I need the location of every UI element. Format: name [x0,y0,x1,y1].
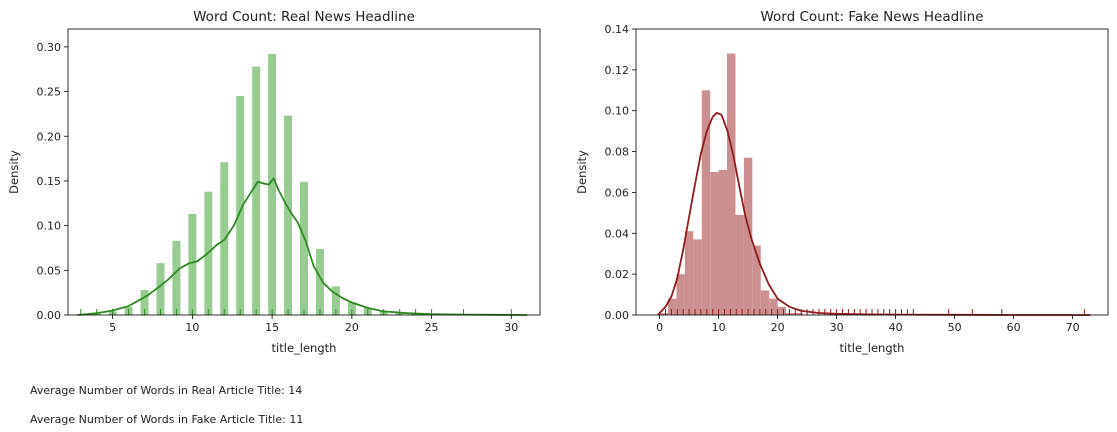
fake-average-note: Average Number of Words in Fake Article … [30,413,304,426]
x-tick-label: 60 [1007,321,1021,334]
x-tick-label: 30 [504,321,518,334]
y-axis-label: Density [575,150,589,194]
histogram-bar [718,169,728,315]
x-axis-label: title_length [840,341,905,355]
histogram-bar [156,263,165,315]
histogram-bar [752,245,761,315]
histogram-bar [794,312,803,315]
x-tick-label: 70 [1066,321,1080,334]
histogram-bar [693,239,702,315]
histogram-bar [668,298,677,315]
y-tick-label: 0.00 [605,309,630,322]
chart-fake: 0 10 20 30 40 50 60 70 0.00 0.02 0.04 0.06 0.08 0.10 0… [575,9,1109,355]
y-axis-label: Density [7,150,21,194]
histogram-bar [331,286,340,315]
x-tick-label: 20 [345,321,359,334]
y-tick-label: 0.12 [605,64,630,77]
histogram-bar [769,298,778,315]
y-tick-label: 0.04 [605,227,630,240]
x-tick-label: 0 [656,321,663,334]
kde-line [657,111,1091,316]
histogram-bar [710,172,719,315]
y-tick-label: 0.00 [37,309,62,322]
histogram-bar [760,290,770,315]
histogram-bar [347,302,356,315]
y-tick-label: 0.25 [37,86,62,99]
chart-title: Word Count: Fake News Headline [760,9,983,25]
kde-line [77,177,528,316]
y-tick-label: 0.06 [605,186,630,199]
y-tick-label: 0.10 [37,220,62,233]
y-tick-label: 0.20 [37,130,62,143]
histogram-bar [188,214,197,315]
histogram-bar [172,240,181,315]
histogram-bar [727,53,736,316]
x-tick-label: 10 [185,321,199,334]
histogram-bar [140,289,149,315]
histogram-bar [315,248,324,315]
x-tick-label: 15 [265,321,279,334]
x-tick-label: 25 [425,321,439,334]
x-tick-label: 50 [948,321,962,334]
histogram-bar [268,54,277,316]
histogram-bar [684,231,694,315]
x-tick-label: 30 [830,321,844,334]
histogram-bar [701,90,711,316]
plot-frame [635,28,1109,316]
y-tick-label: 0.15 [37,175,62,188]
real-average-note: Average Number of Words in Real Article … [30,384,303,397]
x-tick-label: 5 [109,321,116,334]
y-tick-label: 0.30 [37,41,62,54]
y-tick-label: 0.08 [605,146,630,159]
x-tick-label: 20 [771,321,785,334]
histogram-bar [777,306,787,315]
plot-frame [67,28,541,316]
histogram-bar [743,157,753,315]
histogram-bar [676,274,685,315]
x-tick-label: 10 [712,321,726,334]
histogram-bar [659,312,669,315]
y-tick-label: 0.14 [605,23,630,36]
histogram-bar [300,181,308,315]
histogram-bar [236,96,245,315]
y-tick-label: 0.02 [605,268,630,281]
histogram-bar [284,115,293,315]
y-tick-label: 0.05 [37,264,62,277]
chart-title: Word Count: Real News Headline [193,9,415,25]
x-tick-label: 40 [889,321,903,334]
x-axis-label: title_length [272,341,337,355]
chart-real: 5 10 15 20 25 30 0.00 0.05 0.10 0.15 0.20 0.25 0.30 W… [7,9,541,355]
histogram-bar [786,312,795,315]
y-tick-label: 0.10 [605,105,630,118]
histogram-bar [735,214,744,315]
histogram-bar [252,66,261,315]
